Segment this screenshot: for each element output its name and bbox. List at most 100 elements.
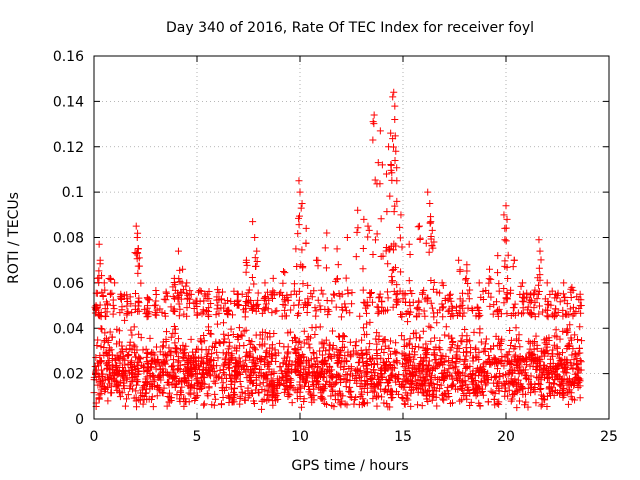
data-point: [277, 367, 285, 375]
data-point: [95, 395, 103, 403]
data-point: [302, 224, 310, 232]
data-point: [384, 378, 392, 386]
data-point: [419, 327, 427, 335]
data-point: [500, 299, 508, 307]
data-point: [328, 327, 336, 335]
data-point: [373, 340, 381, 348]
data-point: [384, 354, 392, 362]
plot-frame: [93, 55, 610, 420]
data-point: [245, 286, 253, 294]
data-point: [337, 313, 345, 321]
data-point: [462, 381, 470, 389]
data-point: [171, 374, 179, 382]
data-point: [337, 363, 345, 371]
data-point: [569, 312, 577, 320]
data-point: [430, 350, 438, 358]
data-point: [525, 353, 533, 361]
data-point: [226, 393, 234, 401]
data-point: [205, 371, 213, 379]
data-point: [370, 360, 378, 368]
data-point: [144, 365, 152, 373]
data-point: [242, 304, 250, 312]
data-point: [250, 363, 258, 371]
data-point: [258, 397, 266, 405]
data-point: [481, 367, 489, 375]
data-point: [321, 305, 329, 313]
data-point: [535, 288, 543, 296]
data-point: [199, 359, 207, 367]
data-point: [345, 387, 353, 395]
data-point: [554, 361, 562, 369]
data-point: [213, 362, 221, 370]
data-point: [346, 309, 354, 317]
data-point: [162, 296, 170, 304]
data-point: [297, 384, 305, 392]
data-point: [384, 403, 392, 411]
data-point: [347, 365, 355, 373]
data-point: [576, 349, 584, 357]
data-point: [575, 366, 583, 374]
data-point: [571, 331, 579, 339]
data-point: [112, 363, 120, 371]
data-point: [374, 309, 382, 317]
data-point: [563, 381, 571, 389]
data-point: [97, 377, 105, 385]
data-point: [330, 291, 338, 299]
data-point: [495, 287, 503, 295]
data-point: [107, 275, 115, 283]
data-point: [134, 378, 142, 386]
data-point: [233, 332, 241, 340]
data-point: [464, 304, 472, 312]
data-point: [558, 378, 566, 386]
data-point: [536, 362, 544, 370]
data-point: [430, 238, 438, 246]
data-point: [272, 358, 280, 366]
data-point: [98, 357, 106, 365]
data-point: [232, 359, 240, 367]
data-point: [273, 384, 281, 392]
data-point: [463, 267, 471, 275]
data-point: [136, 396, 144, 404]
data-point: [366, 340, 374, 348]
data-point: [300, 395, 308, 403]
data-point: [536, 373, 544, 381]
data-point: [92, 353, 100, 361]
data-point: [284, 386, 292, 394]
data-point: [232, 375, 240, 383]
data-point: [104, 373, 112, 381]
data-point: [275, 290, 283, 298]
data-point: [415, 222, 423, 230]
data-point: [367, 290, 375, 298]
data-point: [338, 358, 346, 366]
data-point: [380, 358, 388, 366]
data-point: [461, 326, 469, 334]
data-point: [383, 288, 391, 296]
data-point: [366, 318, 374, 326]
data-point: [393, 164, 401, 172]
data-point: [134, 358, 142, 366]
data-point: [555, 351, 563, 359]
data-point: [170, 278, 178, 286]
data-point: [381, 342, 389, 350]
data-point: [184, 294, 192, 302]
data-point: [422, 361, 430, 369]
data-point: [439, 281, 447, 289]
data-point: [213, 320, 221, 328]
data-point: [342, 307, 350, 315]
data-point: [550, 391, 558, 399]
data-point: [462, 352, 470, 360]
data-point: [177, 295, 185, 303]
data-point: [438, 370, 446, 378]
data-point: [481, 374, 489, 382]
data-point: [286, 391, 294, 399]
data-point: [393, 348, 401, 356]
data-point: [248, 306, 256, 314]
data-point: [472, 385, 480, 393]
data-point: [107, 346, 115, 354]
data-point: [295, 301, 303, 309]
data-point: [380, 387, 388, 395]
data-point: [300, 382, 308, 390]
data-point: [192, 297, 200, 305]
data-point: [115, 338, 123, 346]
data-point: [476, 311, 484, 319]
